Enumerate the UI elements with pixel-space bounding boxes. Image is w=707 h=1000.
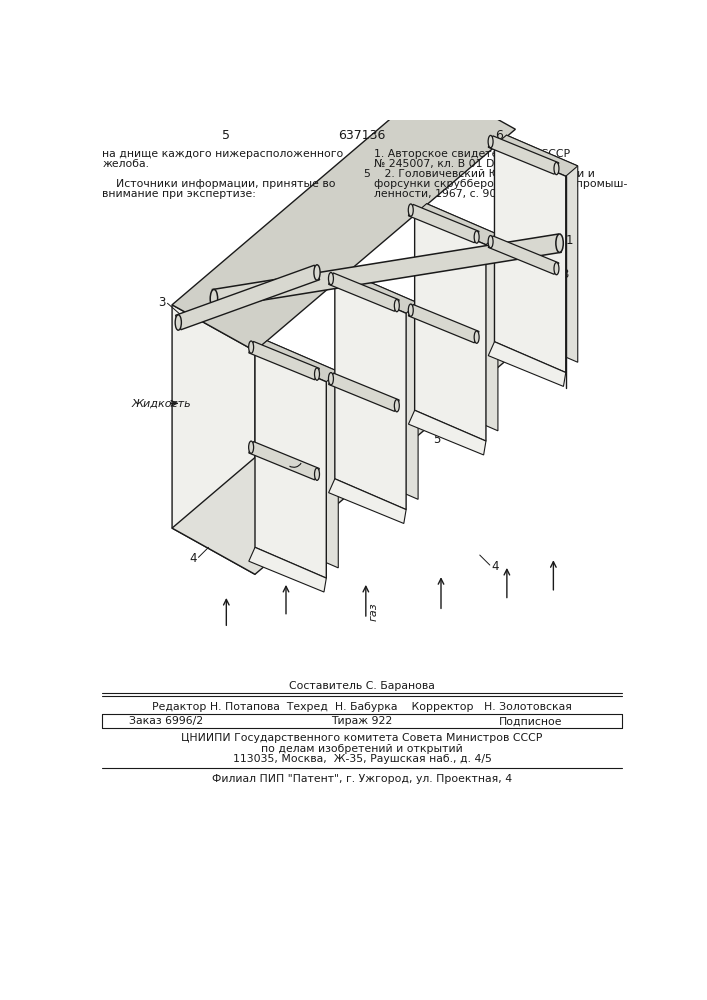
Text: желоба.: желоба.	[103, 159, 149, 169]
Polygon shape	[329, 373, 399, 411]
Text: на днище каждого нижерасположенного: на днище каждого нижерасположенного	[103, 149, 344, 159]
Text: 5: 5	[363, 169, 370, 179]
Polygon shape	[494, 135, 578, 176]
Ellipse shape	[329, 373, 334, 385]
Text: 6: 6	[495, 129, 503, 142]
Text: Подписное: Подписное	[498, 716, 562, 726]
Polygon shape	[212, 234, 561, 308]
Ellipse shape	[314, 265, 320, 280]
Ellipse shape	[175, 315, 182, 330]
Polygon shape	[414, 204, 498, 245]
Text: α: α	[304, 448, 311, 458]
Ellipse shape	[395, 299, 399, 312]
Text: Составитель С. Баранова: Составитель С. Баранова	[289, 681, 435, 691]
Polygon shape	[172, 83, 515, 351]
Ellipse shape	[315, 468, 320, 480]
Polygon shape	[489, 136, 559, 174]
Text: Жидкость: Жидкость	[132, 398, 192, 408]
Text: газ: газ	[368, 602, 378, 621]
Ellipse shape	[554, 262, 559, 275]
Polygon shape	[255, 351, 327, 578]
Ellipse shape	[474, 231, 479, 243]
Polygon shape	[172, 306, 515, 574]
Ellipse shape	[488, 135, 493, 148]
Polygon shape	[506, 135, 578, 362]
Polygon shape	[489, 342, 566, 386]
Text: по делам изобретений и открытий: по делам изобретений и открытий	[261, 744, 463, 754]
Polygon shape	[409, 304, 479, 343]
Text: 3: 3	[158, 296, 166, 309]
Text: 2: 2	[550, 257, 558, 270]
Text: ленности, 1967, с. 90–92.: ленности, 1967, с. 90–92.	[373, 189, 518, 199]
Text: форсунки скрубберов химической промыш-: форсунки скрубберов химической промыш-	[373, 179, 627, 189]
Polygon shape	[175, 265, 320, 330]
Polygon shape	[335, 282, 406, 510]
Polygon shape	[329, 479, 406, 523]
Polygon shape	[249, 442, 320, 480]
Text: 5: 5	[221, 129, 230, 142]
Text: Источники информации, принятые во: Источники информации, принятые во	[103, 179, 336, 189]
Text: 4: 4	[491, 560, 499, 573]
Polygon shape	[414, 214, 486, 441]
Ellipse shape	[395, 400, 399, 412]
Ellipse shape	[474, 331, 479, 343]
Text: Тираж 922: Тираж 922	[332, 716, 392, 726]
Polygon shape	[335, 272, 418, 313]
Polygon shape	[494, 145, 566, 373]
Polygon shape	[347, 272, 418, 499]
Text: 637136: 637136	[338, 129, 385, 142]
Ellipse shape	[488, 235, 493, 248]
Text: 113035, Москва,  Ж-35, Раушская наб., д. 4/5: 113035, Москва, Ж-35, Раушская наб., д. …	[233, 754, 491, 764]
Ellipse shape	[249, 441, 254, 453]
Text: Филиал ПИП "Патент", г. Ужгород, ул. Проектная, 4: Филиал ПИП "Патент", г. Ужгород, ул. Про…	[212, 774, 512, 784]
Text: 5: 5	[433, 433, 440, 446]
Text: 3: 3	[561, 267, 568, 280]
Text: ЦНИИПИ Государственного комитета Совета Министров СССР: ЦНИИПИ Государственного комитета Совета …	[181, 733, 543, 743]
Ellipse shape	[210, 289, 218, 308]
Polygon shape	[409, 410, 486, 455]
Polygon shape	[249, 341, 320, 380]
Polygon shape	[329, 273, 399, 311]
Ellipse shape	[315, 368, 320, 380]
Polygon shape	[267, 341, 338, 568]
Ellipse shape	[409, 304, 414, 316]
Text: 1: 1	[566, 234, 573, 247]
Ellipse shape	[329, 272, 334, 285]
Ellipse shape	[554, 162, 559, 175]
Polygon shape	[255, 341, 338, 382]
Polygon shape	[409, 204, 479, 243]
Text: № 245007, кл. В 01 D 53/18, 1967.: № 245007, кл. В 01 D 53/18, 1967.	[373, 159, 566, 169]
Ellipse shape	[556, 234, 563, 252]
Polygon shape	[489, 236, 559, 274]
Text: 2. Головичевский Ю. А. Оросители и: 2. Головичевский Ю. А. Оросители и	[373, 169, 595, 179]
Text: внимание при экспертизе:: внимание при экспертизе:	[103, 189, 256, 199]
Text: Редактор Н. Потапова  Техред  Н. Бабурка    Корректор   Н. Золотовская: Редактор Н. Потапова Техред Н. Бабурка К…	[152, 702, 572, 712]
Polygon shape	[249, 547, 327, 592]
Text: Заказ 6996/2: Заказ 6996/2	[129, 716, 203, 726]
Ellipse shape	[249, 341, 254, 353]
Text: 4: 4	[189, 552, 197, 565]
Text: 1. Авторское свидетельство СССР: 1. Авторское свидетельство СССР	[373, 149, 570, 159]
Ellipse shape	[409, 204, 414, 216]
Text: 5: 5	[344, 474, 351, 487]
Polygon shape	[426, 204, 498, 431]
Polygon shape	[172, 305, 255, 574]
